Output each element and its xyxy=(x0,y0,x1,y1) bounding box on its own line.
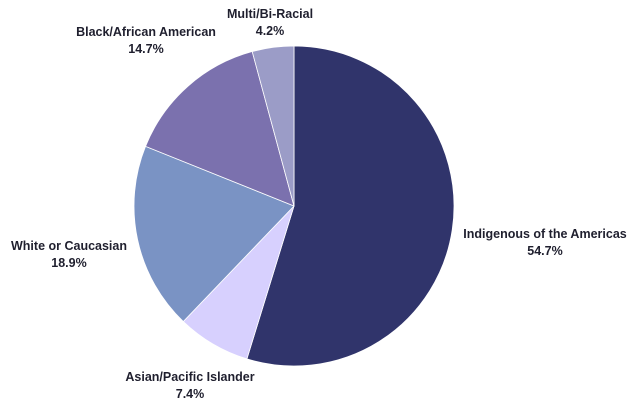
pie-labels: Indigenous of the Americas 54.7% Asian/Pac… xyxy=(11,7,627,401)
pie-slice-multi-bi-racial xyxy=(251,45,295,207)
pie-slice-indigenous-of-the-americas xyxy=(246,45,455,367)
pie-slice-black-african-american xyxy=(145,51,295,207)
slice-value-black-african-american: 14.7% xyxy=(128,42,163,56)
slice-label-asian-pacific-islander: Asian/Pacific Islander xyxy=(125,370,254,384)
slice-value-asian-pacific-islander: 7.4% xyxy=(176,387,205,401)
pie-slices xyxy=(133,45,455,367)
slice-label-black-african-american: Black/African American xyxy=(76,25,216,39)
slice-label-indigenous-of-the-americas: Indigenous of the Americas xyxy=(463,227,627,241)
slice-label-multi-bi-racial: Multi/Bi-Racial xyxy=(227,7,313,21)
slice-label-white-or-caucasian: White or Caucasian xyxy=(11,239,127,253)
slice-value-white-or-caucasian: 18.9% xyxy=(51,256,86,270)
slice-value-indigenous-of-the-americas: 54.7% xyxy=(527,244,562,258)
slice-value-multi-bi-racial: 4.2% xyxy=(256,24,285,38)
